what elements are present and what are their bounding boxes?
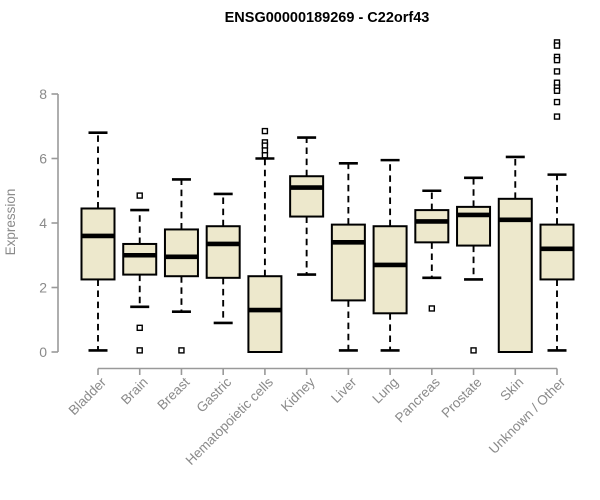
x-tick-label: Lung bbox=[369, 375, 401, 407]
boxplot-bladder bbox=[80, 131, 116, 352]
x-tick-label: Prostate bbox=[439, 375, 485, 421]
boxplot-skin bbox=[497, 155, 533, 353]
outlier-point bbox=[553, 87, 561, 94]
iqr-box bbox=[372, 225, 408, 315]
boxplot-unknown-other bbox=[539, 39, 575, 352]
x-tick-label: Liver bbox=[328, 374, 360, 406]
boxplot-breast bbox=[163, 178, 199, 354]
outlier-point bbox=[178, 347, 185, 354]
boxplot-liver bbox=[330, 162, 366, 352]
y-tick-label: 0 bbox=[39, 344, 47, 360]
outlier-point bbox=[261, 152, 269, 159]
boxplot-pancreas bbox=[414, 189, 450, 312]
iqr-box bbox=[205, 225, 241, 279]
outlier-point bbox=[428, 305, 436, 312]
x-tick-label: Kidney bbox=[278, 374, 318, 414]
x-tick-label: Skin bbox=[497, 375, 526, 404]
outlier-point bbox=[470, 347, 477, 354]
iqr-box bbox=[163, 228, 199, 278]
iqr-box bbox=[497, 197, 533, 353]
boxplot-lung bbox=[372, 158, 408, 352]
boxplot-prostate bbox=[456, 176, 492, 354]
outlier-point bbox=[261, 127, 269, 135]
outlier-point bbox=[136, 324, 143, 332]
boxplot-brain bbox=[122, 192, 158, 354]
x-tick-label: Breast bbox=[154, 374, 192, 412]
outlier-point bbox=[553, 42, 561, 49]
iqr-box bbox=[122, 242, 158, 276]
y-tick-label: 6 bbox=[39, 151, 47, 167]
chart-title: ENSG00000189269 - C22orf43 bbox=[225, 10, 430, 26]
boxplot-kidney bbox=[289, 136, 325, 276]
x-tick-label: Bladder bbox=[66, 374, 110, 418]
outlier-point bbox=[553, 98, 561, 106]
boxplot-hematopoietic-cells bbox=[247, 127, 283, 353]
outlier-point bbox=[136, 192, 143, 199]
y-axis-label: Expression bbox=[3, 189, 18, 256]
outlier-point bbox=[553, 68, 561, 75]
y-tick-label: 4 bbox=[39, 215, 47, 231]
outlier-point bbox=[553, 113, 561, 120]
iqr-box bbox=[289, 175, 325, 218]
outlier-point bbox=[136, 347, 143, 354]
iqr-box bbox=[330, 223, 366, 302]
x-tick-label: Brain bbox=[118, 375, 151, 408]
iqr-box bbox=[414, 209, 450, 244]
y-tick-label: 2 bbox=[39, 280, 47, 296]
iqr-box bbox=[539, 223, 575, 281]
x-tick-label: Gastric bbox=[193, 374, 234, 415]
x-tick-label: Unknown / Other bbox=[486, 374, 569, 457]
boxplot-gastric bbox=[205, 192, 241, 325]
boxplots bbox=[80, 39, 575, 354]
iqr-box bbox=[247, 275, 283, 353]
x-tick-label: Pancreas bbox=[392, 374, 443, 425]
iqr-box bbox=[80, 207, 116, 281]
y-tick-label: 8 bbox=[39, 86, 47, 102]
outlier-point bbox=[553, 56, 561, 64]
